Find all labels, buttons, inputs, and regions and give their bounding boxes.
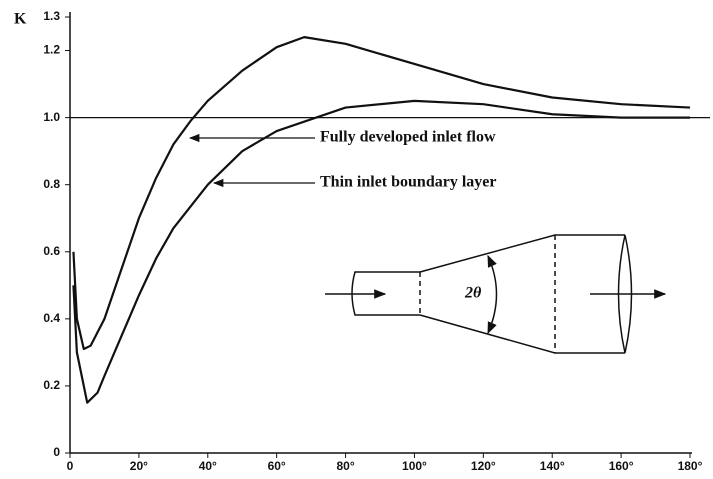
x-tick-label: 40° xyxy=(199,459,217,473)
diffuser-diagram xyxy=(325,234,667,354)
y-tick-label: 0.4 xyxy=(43,311,60,325)
x-tick-label: 80° xyxy=(336,459,354,473)
y-axis-label: K xyxy=(14,11,27,28)
x-tick-label: 20° xyxy=(130,459,148,473)
x-tick-label: 140° xyxy=(540,459,565,473)
x-tick-label: 160° xyxy=(609,459,634,473)
annotation: Fully developed inlet flow xyxy=(320,129,496,146)
x-tick-label: 120° xyxy=(471,459,496,473)
y-tick-label: 1.3 xyxy=(43,9,60,23)
x-tick-label: 0 xyxy=(67,459,74,473)
x-tick-label: 180° xyxy=(678,459,703,473)
y-tick-label: 0.8 xyxy=(43,177,60,191)
line-series xyxy=(72,99,690,404)
y-tick-label: 0.6 xyxy=(43,244,60,258)
y-tick-label: 0 xyxy=(53,445,60,459)
annotation: Thin inlet boundary layer xyxy=(320,174,496,191)
y-tick-label: 0.2 xyxy=(43,378,60,392)
line-series xyxy=(72,36,691,351)
x-tick-label: 60° xyxy=(268,459,286,473)
y-tick-label: 1.0 xyxy=(43,110,60,124)
y-tick-label: 1.2 xyxy=(43,43,60,57)
diagram-label: 2θ xyxy=(464,285,482,302)
x-tick-label: 100° xyxy=(402,459,427,473)
